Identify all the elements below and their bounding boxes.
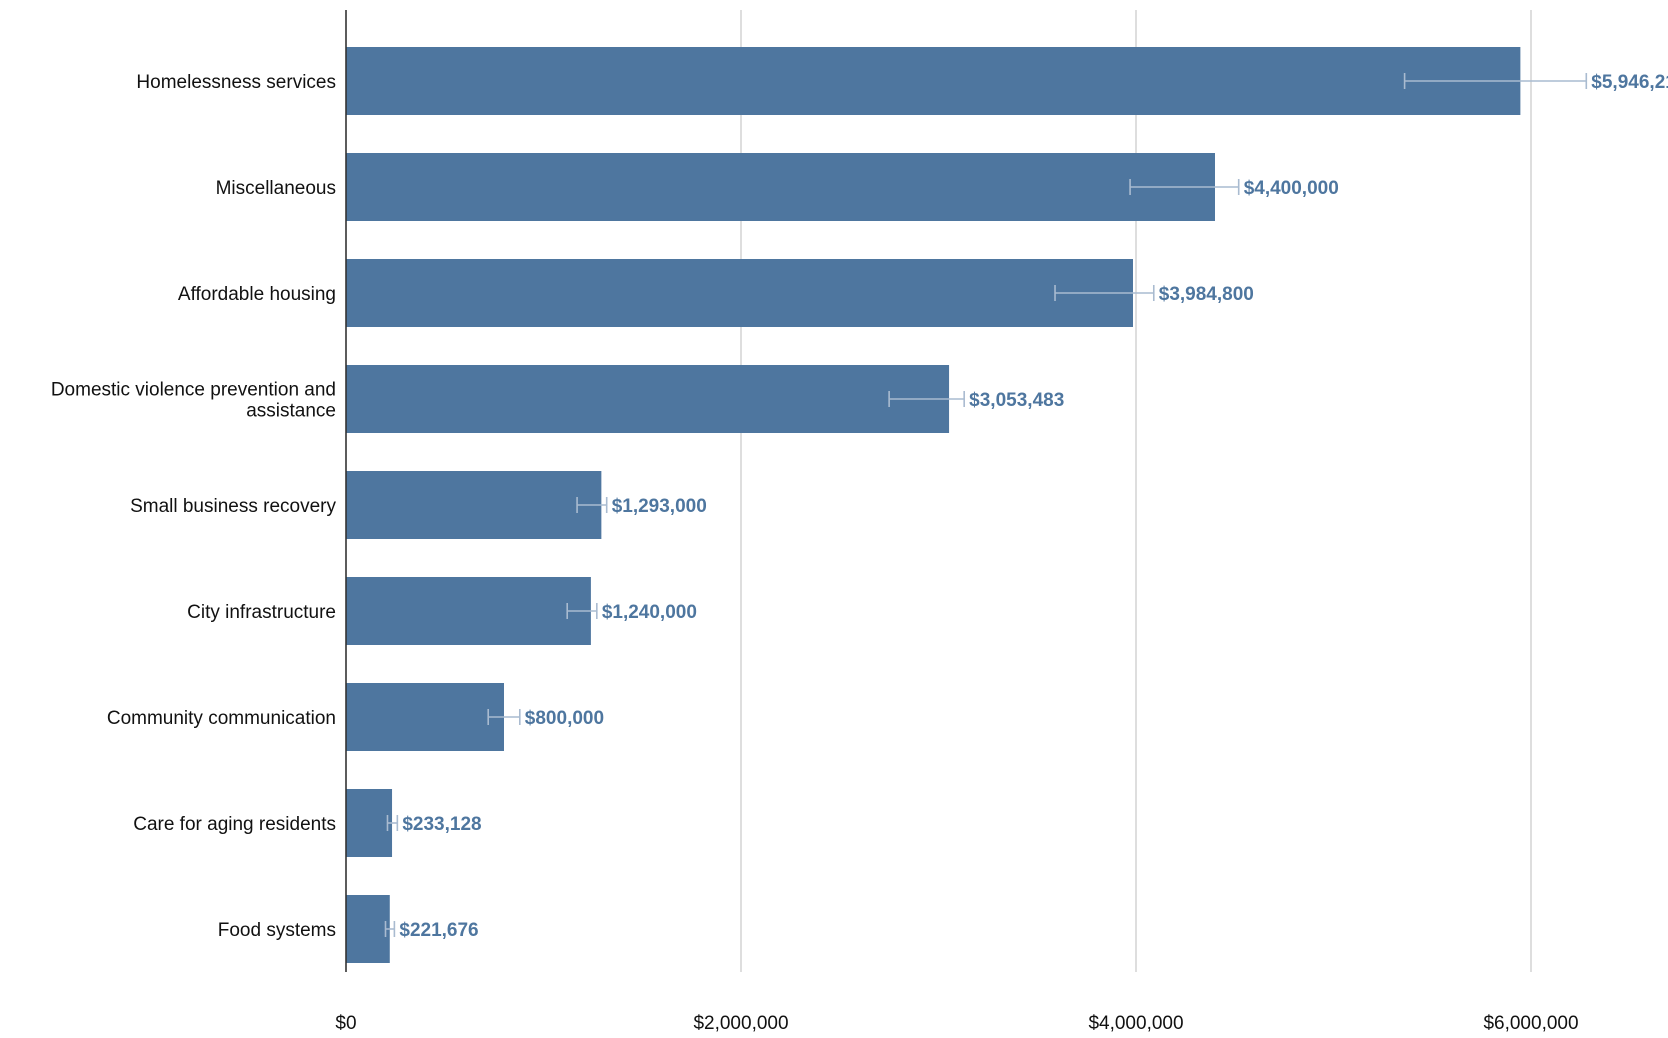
data-label: $4,400,000	[1244, 178, 1339, 199]
x-tick-label: $6,000,000	[1483, 1013, 1578, 1034]
data-label: $221,676	[399, 920, 478, 941]
data-label: $5,946,212	[1591, 72, 1668, 93]
category-label: Food systems	[218, 920, 336, 941]
bar	[346, 365, 950, 433]
x-tick-label: $4,000,000	[1088, 1013, 1183, 1034]
bar	[346, 895, 390, 963]
data-labels: $5,946,212 $4,400,000 $3,984,800 $3,053,483…	[399, 72, 1668, 941]
data-label: $233,128	[402, 814, 481, 835]
error-bars	[384, 73, 1588, 937]
category-labels: Homelessness services Miscellaneous Afford…	[51, 72, 337, 941]
category-label: assistance	[246, 401, 336, 422]
x-tick-label: $0	[335, 1013, 356, 1034]
category-label: Affordable housing	[178, 284, 336, 305]
category-label: Domestic violence prevention and	[51, 380, 336, 401]
bar	[346, 789, 393, 857]
category-label: Care for aging residents	[133, 814, 336, 835]
data-label: $3,053,483	[969, 390, 1064, 411]
bar	[346, 259, 1133, 327]
x-tick-labels: $0 $2,000,000 $4,000,000 $6,000,000	[335, 1013, 1578, 1034]
data-label: $800,000	[525, 708, 604, 729]
category-label: Small business recovery	[130, 496, 336, 517]
bar	[346, 153, 1215, 221]
category-label: Homelessness services	[136, 72, 336, 93]
category-label: City infrastructure	[187, 602, 336, 623]
data-label: $1,293,000	[612, 496, 707, 517]
bar	[346, 47, 1521, 115]
category-label: Community communication	[107, 708, 336, 729]
bars	[346, 47, 1521, 963]
bar	[346, 577, 591, 645]
data-label: $3,984,800	[1159, 284, 1254, 305]
category-label: Miscellaneous	[216, 178, 336, 199]
bar	[346, 683, 504, 751]
data-label: $1,240,000	[602, 602, 697, 623]
bar	[346, 471, 602, 539]
x-tick-label: $2,000,000	[693, 1013, 788, 1034]
